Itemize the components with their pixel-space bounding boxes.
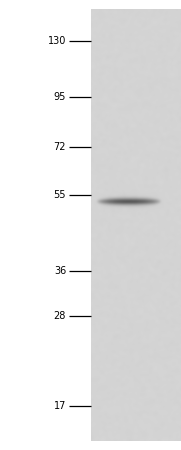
Text: 36: 36 <box>54 266 66 276</box>
Text: 95: 95 <box>54 92 66 102</box>
Text: 55: 55 <box>54 190 66 200</box>
Text: 72: 72 <box>54 142 66 152</box>
Text: 130: 130 <box>48 36 66 45</box>
Text: 17: 17 <box>54 401 66 411</box>
Text: 28: 28 <box>54 311 66 321</box>
